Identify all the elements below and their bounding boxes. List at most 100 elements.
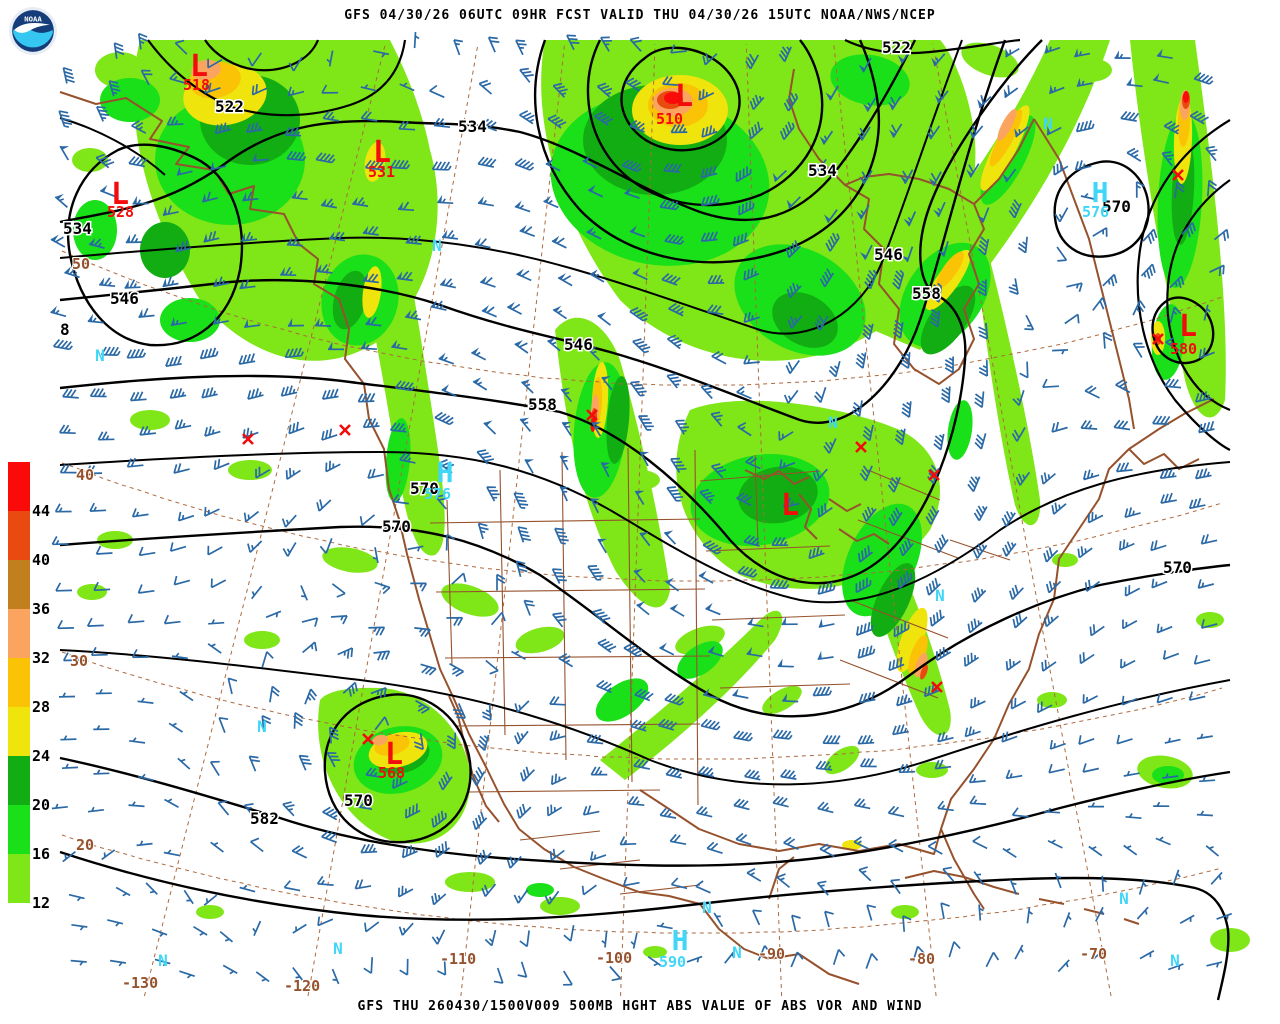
wind-barb xyxy=(1001,511,1016,527)
wind-barb xyxy=(490,611,506,626)
wind-barb xyxy=(589,851,607,862)
wind-barb xyxy=(1017,236,1028,254)
colorbar-segment xyxy=(8,658,30,707)
vorticity-shading xyxy=(920,285,976,355)
wind-barb xyxy=(629,36,642,52)
wind-barb xyxy=(132,199,149,205)
wind-barb xyxy=(724,950,736,964)
wind-barb xyxy=(54,196,68,208)
wind-barb xyxy=(857,545,874,563)
wind-barb-pennant xyxy=(746,646,753,655)
wind-barb xyxy=(354,879,372,890)
wind-barb xyxy=(438,356,455,365)
state-border xyxy=(719,683,851,689)
wind-barb xyxy=(321,388,339,400)
wind-barb xyxy=(1123,770,1140,777)
wind-barb-pennant xyxy=(87,313,94,322)
wind-barb xyxy=(669,607,685,617)
wind-barb xyxy=(415,699,430,714)
high-center-marker: H xyxy=(672,924,689,957)
n-mark: N xyxy=(1043,114,1053,133)
colorbar-segment xyxy=(8,756,30,805)
vorticity-shading xyxy=(330,130,445,556)
contour-label: 582 xyxy=(250,809,279,828)
wind-barb xyxy=(700,194,720,207)
wind-barb xyxy=(1193,72,1214,85)
wind-barb xyxy=(563,925,575,942)
wind-barb xyxy=(363,957,374,974)
vorticity-shading xyxy=(989,109,1023,167)
wind-barb xyxy=(639,532,651,547)
wind-barb xyxy=(586,230,602,240)
wind-barb xyxy=(902,169,914,185)
wind-barb xyxy=(1168,963,1184,971)
wind-barb xyxy=(476,449,495,465)
wind-barb xyxy=(62,388,79,399)
wind-barb xyxy=(179,690,194,702)
wind-barb xyxy=(1160,492,1177,504)
wind-barb xyxy=(169,71,186,84)
wind-barb xyxy=(590,766,608,776)
wind-barb xyxy=(1199,776,1216,783)
low-center-marker: L xyxy=(373,135,391,170)
wind-barb xyxy=(1115,462,1133,473)
wind-barb xyxy=(972,835,988,850)
wind-barb xyxy=(1063,912,1072,928)
wind-barb xyxy=(890,95,902,111)
wind-barb xyxy=(1045,580,1062,594)
wind-barb xyxy=(367,468,384,479)
wind-barb xyxy=(851,400,863,417)
wind-barb xyxy=(978,94,992,109)
wind-barb xyxy=(360,84,377,92)
wind-barb-pennant xyxy=(352,196,358,205)
wind-barb-pennant xyxy=(99,277,105,286)
wind-barb xyxy=(928,125,941,140)
wind-barb xyxy=(109,959,127,967)
wind-barb xyxy=(978,360,989,377)
wind-barb xyxy=(58,110,73,128)
chart-footer-title: GFS THU 260430/1500V009 500MB HGHT ABS V… xyxy=(357,999,923,1014)
wind-barb xyxy=(401,845,418,859)
wind-barb xyxy=(321,830,337,844)
vorticity-shading xyxy=(1068,58,1112,82)
wind-barb xyxy=(1209,264,1225,277)
wind-barb xyxy=(493,967,504,984)
chart-title: GFS 04/30/26 06UTC 09HR FCST VALID THU 0… xyxy=(344,8,936,23)
wind-barb xyxy=(243,803,256,819)
wind-barb xyxy=(174,419,192,430)
wind-barb xyxy=(859,758,877,768)
wind-barb xyxy=(859,126,871,142)
wind-barb xyxy=(1008,278,1019,295)
wind-barb-pennant xyxy=(437,194,443,203)
wind-barb xyxy=(204,82,221,94)
wind-barb xyxy=(864,244,873,260)
vorticity-shading xyxy=(72,148,108,172)
vorticity-shading xyxy=(961,42,1019,78)
wind-barb-pennant xyxy=(239,280,244,289)
wind-barb xyxy=(420,663,437,676)
wind-barb xyxy=(859,465,873,482)
colorbar-label: 36 xyxy=(32,600,50,618)
wind-barb xyxy=(291,190,308,201)
wind-barb xyxy=(322,806,338,821)
wind-barb xyxy=(974,391,985,408)
wind-barb xyxy=(405,310,422,321)
wind-barb xyxy=(355,799,373,811)
wind-barb xyxy=(1002,541,1017,557)
wind-barb-pennant xyxy=(176,166,181,175)
longitude-label: -120 xyxy=(284,977,320,995)
wind-barb xyxy=(787,315,803,329)
wind-barb xyxy=(1012,613,1028,629)
wind-barb xyxy=(778,46,792,62)
wind-barb xyxy=(812,468,828,482)
wind-barb xyxy=(890,878,901,895)
wind-barb xyxy=(772,795,789,808)
wind-barb xyxy=(1092,297,1107,311)
latitude-label: 20 xyxy=(76,836,94,854)
wind-barb xyxy=(1203,304,1211,321)
wind-barb xyxy=(912,945,925,962)
wind-barb xyxy=(893,621,910,638)
wind-barb xyxy=(301,617,319,627)
longitude-label: -80 xyxy=(908,950,935,968)
wind-barb xyxy=(625,77,642,92)
